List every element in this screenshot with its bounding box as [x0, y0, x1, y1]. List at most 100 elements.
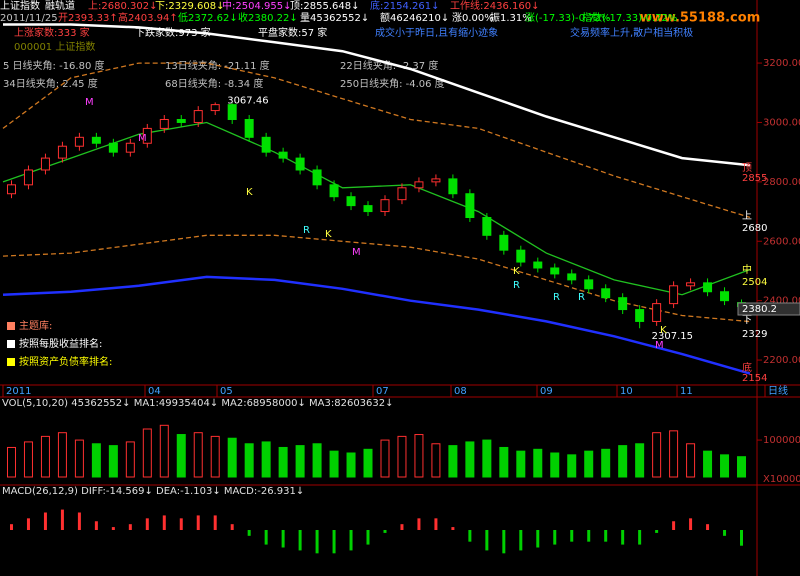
candle-body — [57, 145, 67, 159]
volume-bar — [550, 452, 560, 478]
header-text: 工作线:2436.160↓ — [450, 0, 539, 12]
menu-icon — [7, 340, 15, 348]
candle-body — [227, 104, 237, 120]
volume-bar — [448, 445, 458, 478]
volume-bar — [91, 443, 101, 478]
header-text: 振1.31% — [490, 11, 532, 24]
candle-body — [244, 118, 254, 138]
volume-bar — [108, 445, 118, 478]
candle-body — [465, 193, 475, 218]
volume-bar — [346, 452, 356, 478]
header-text: 底:2154.261↓ — [370, 0, 439, 12]
header-text: 250日线夹角: -4.06 度 — [340, 77, 445, 90]
header-text: 涨(-17.33)-0.72% — [525, 12, 610, 24]
candle-body — [635, 309, 645, 322]
header-text: 量45362552↓ — [300, 12, 369, 24]
right-label: 上 — [742, 210, 752, 222]
candle-body — [669, 285, 679, 305]
candle-body — [499, 234, 509, 251]
signal: R — [578, 292, 585, 303]
candle-body — [261, 136, 271, 153]
candle-body — [533, 261, 543, 269]
header-text: 平盘家数:57 家 — [258, 26, 327, 39]
signal: K — [513, 266, 520, 277]
header-text: 上涨家数:333 家 — [14, 26, 90, 39]
candle-body — [380, 199, 390, 213]
volume-bar — [584, 450, 594, 478]
candle-body — [516, 249, 526, 263]
candle-body — [159, 118, 169, 129]
right-label: 底 — [742, 361, 752, 374]
candle-body — [363, 205, 373, 213]
x-tick-label: 10 — [620, 386, 633, 397]
header-text: 顶:2855.648↓ — [290, 0, 359, 12]
signal: M — [655, 340, 664, 351]
x-tick-label: 04 — [148, 386, 161, 397]
volume-bar — [567, 454, 577, 478]
right-label: 顶 — [742, 162, 752, 174]
candle-body — [720, 291, 730, 302]
price-box — [737, 302, 800, 316]
candle-body — [142, 127, 152, 144]
header-text: 上:2680.302↓ — [88, 0, 157, 12]
candle-body — [414, 181, 424, 189]
candle-body — [91, 136, 101, 144]
x-tick-label: 08 — [454, 386, 467, 397]
candle-body — [210, 104, 220, 112]
menu-item: 主题库: — [19, 319, 52, 332]
volume-bar — [431, 443, 441, 478]
unit-label: X10000 — [763, 474, 800, 485]
header-text: 000001 上证指数 — [14, 40, 95, 53]
candle-body — [6, 184, 16, 195]
header-text: 22日线夹角: -2.37 度 — [340, 59, 438, 72]
candle-body — [193, 110, 203, 123]
x-tick-label: 日线 — [768, 384, 788, 397]
band-line — [3, 23, 751, 167]
header-text: 2011/11/25 — [0, 13, 58, 24]
volume-bar — [295, 445, 305, 478]
candle-body — [584, 279, 594, 290]
candle-body — [550, 267, 560, 275]
candle-body — [74, 136, 84, 147]
signal: M — [138, 133, 147, 144]
signal: R — [553, 292, 560, 303]
header-text: 68日线夹角: -8.34 度 — [165, 77, 263, 90]
signal: R — [303, 225, 310, 236]
band-line — [2, 121, 751, 296]
x-tick-label: 11 — [680, 386, 693, 397]
signal: R — [513, 280, 520, 291]
candle-body — [312, 169, 322, 186]
signal: K — [246, 187, 253, 198]
volume-bar — [618, 445, 628, 478]
y-tick-label: 3200.00 — [763, 58, 800, 69]
y-tick-label: 3000.00 — [763, 117, 800, 128]
candle-body — [482, 216, 492, 236]
menu-icon — [7, 322, 15, 330]
y-tick-label: 100000 — [763, 435, 800, 446]
panel-title: MACD(26,12,9) DIFF:-14.569↓ DEA:-1.103↓ … — [2, 486, 304, 497]
header-text: 指数(-17.33)-0.72% — [582, 11, 677, 24]
signal: K — [660, 325, 667, 336]
candle-body — [567, 273, 577, 281]
signal: K — [325, 229, 332, 240]
trough-label: 2307.15 — [652, 331, 693, 342]
volume-bar — [635, 443, 645, 478]
header-text: 低2372.62↓ — [178, 11, 238, 24]
header-text: 涨0.00% — [452, 12, 494, 24]
right-label: 2855 — [742, 173, 767, 184]
header-text: 上证指数 — [0, 0, 40, 12]
menu-item: 按照资产负债率排名: — [19, 355, 112, 368]
y-tick-label: 2400.00 — [763, 296, 800, 307]
volume-bar — [312, 443, 322, 478]
volume-bar — [737, 456, 747, 478]
candle-body — [431, 178, 441, 183]
right-label: 2154 — [742, 373, 767, 384]
candle-body — [346, 196, 356, 207]
menu-item: 按照每股收益排名: — [19, 337, 102, 350]
right-label: 2680 — [742, 223, 767, 234]
right-label: 下 — [742, 315, 752, 326]
candle-body — [652, 303, 662, 322]
candle-body — [329, 184, 339, 198]
